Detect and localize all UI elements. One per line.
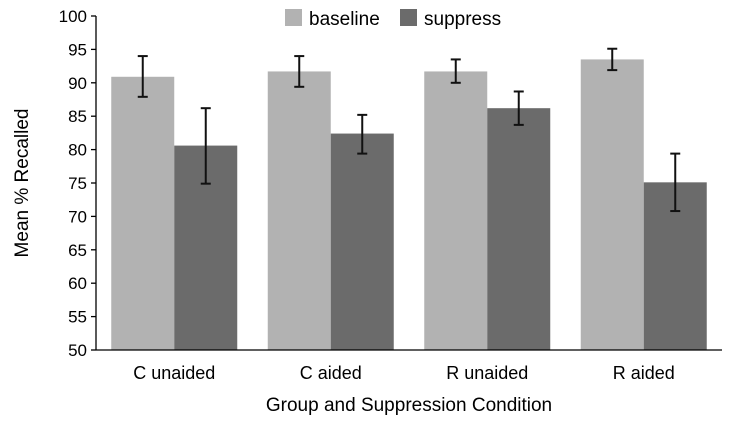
y-tick-label: 50 — [68, 341, 87, 360]
bar-baseline-3 — [580, 59, 644, 351]
y-tick-label: 55 — [68, 308, 87, 327]
x-axis-categories: C unaided C aided R unaided R aided — [133, 363, 675, 383]
y-tick-label: 65 — [68, 241, 87, 260]
bar-suppress-2 — [487, 108, 551, 351]
y-tick-label: 95 — [68, 40, 87, 59]
x-category-label: C aided — [300, 363, 362, 383]
legend-swatch-baseline — [285, 9, 302, 26]
x-category-label: C unaided — [133, 363, 215, 383]
y-axis-ticks: 50 55 60 65 70 75 80 85 90 95 100 — [59, 7, 96, 360]
y-tick-label: 85 — [68, 107, 87, 126]
bar-baseline-1 — [267, 71, 331, 350]
y-axis-title: Mean % Recalled — [12, 109, 33, 258]
legend-swatch-suppress — [400, 9, 417, 26]
x-category-label: R unaided — [446, 363, 528, 383]
y-tick-label: 90 — [68, 74, 87, 93]
x-axis-title: Group and Suppression Condition — [266, 395, 552, 416]
y-tick-label: 60 — [68, 274, 87, 293]
legend-label-baseline: baseline — [309, 9, 380, 30]
plot-area — [111, 47, 707, 351]
bar-baseline-0 — [111, 76, 175, 351]
y-tick-label: 80 — [68, 141, 87, 160]
bar-suppress-1 — [330, 133, 394, 350]
legend: baseline suppress — [285, 9, 501, 30]
legend-label-suppress: suppress — [424, 9, 501, 30]
y-tick-label: 70 — [68, 207, 87, 226]
y-tick-label: 100 — [59, 7, 87, 26]
bar-baseline-2 — [424, 71, 488, 350]
y-tick-label: 75 — [68, 174, 87, 193]
x-category-label: R aided — [613, 363, 675, 383]
